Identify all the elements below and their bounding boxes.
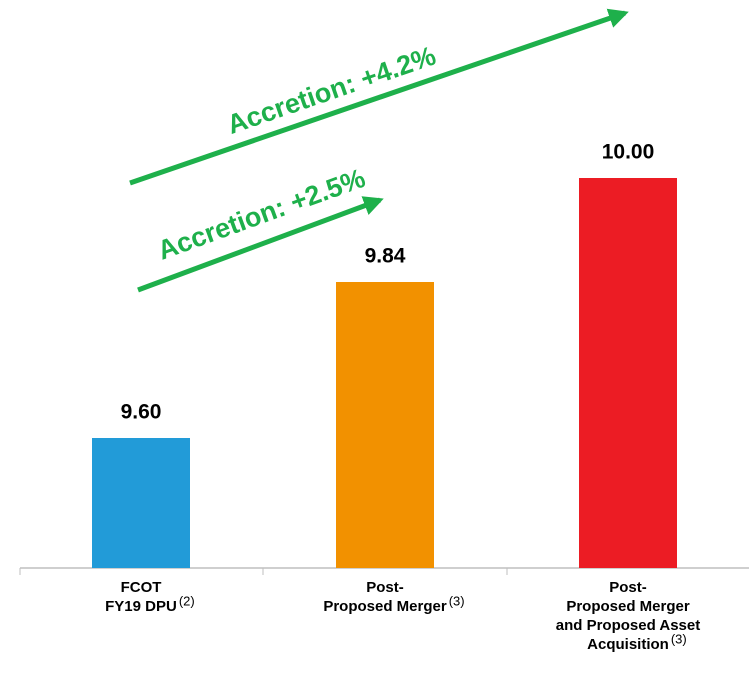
x-tick-label: Proposed Merger xyxy=(566,598,690,615)
footnote-ref: (2) xyxy=(179,593,195,608)
x-tick-label: FCOT xyxy=(121,579,162,596)
footnote-ref: (3) xyxy=(449,593,465,608)
arrow xyxy=(129,8,629,186)
x-tick-label: FY19 DPU xyxy=(105,598,177,615)
value-label: 9.60 xyxy=(121,401,162,424)
bar xyxy=(336,282,434,568)
value-label: 10.00 xyxy=(602,141,655,164)
x-tick-label: and Proposed Asset xyxy=(556,617,700,634)
bar xyxy=(579,178,677,568)
x-tick-label: Proposed Merger xyxy=(323,598,447,615)
value-label: 9.84 xyxy=(365,245,406,268)
bar xyxy=(92,438,190,568)
x-tick-label: Post- xyxy=(366,579,404,596)
x-tick-label: Acquisition xyxy=(587,636,669,653)
arrow xyxy=(137,196,384,293)
footnote-ref: (3) xyxy=(671,631,687,646)
x-tick-label: Post- xyxy=(609,579,647,596)
